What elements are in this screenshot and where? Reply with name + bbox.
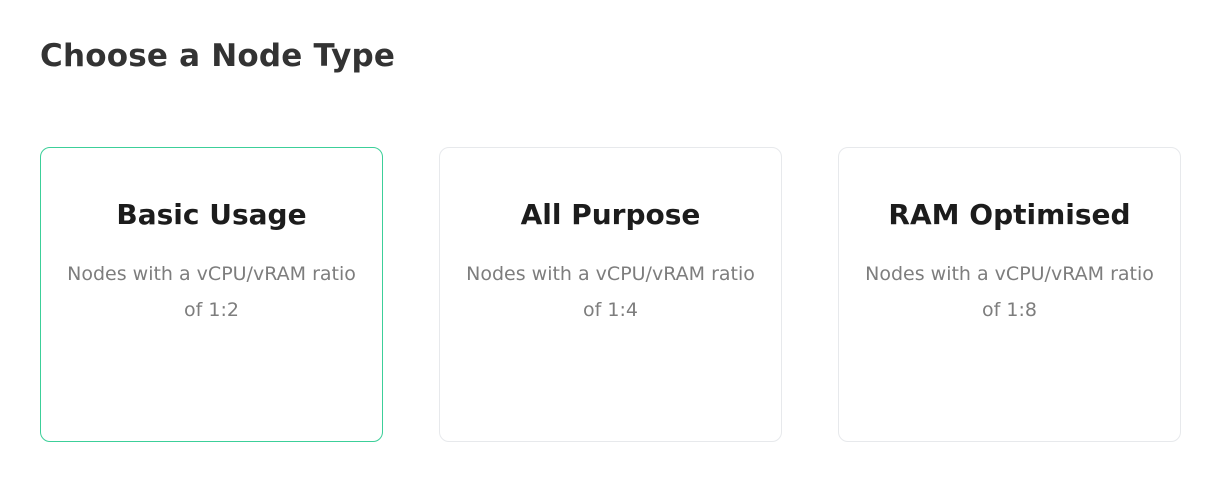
card-title: RAM Optimised — [888, 198, 1131, 231]
card-description: Nodes with a vCPU/vRAM ratio of 1:4 — [466, 263, 755, 321]
card-description: Nodes with a vCPU/vRAM ratio of 1:2 — [67, 263, 356, 321]
node-type-card-basic-usage[interactable]: Basic Usage Nodes with a vCPU/vRAM ratio… — [40, 147, 383, 442]
node-type-card-ram-optimised[interactable]: RAM Optimised Nodes with a vCPU/vRAM rat… — [838, 147, 1181, 442]
card-title: Basic Usage — [116, 198, 307, 231]
page-title: Choose a Node Type — [40, 38, 396, 74]
card-title: All Purpose — [520, 198, 701, 231]
node-type-card-all-purpose[interactable]: All Purpose Nodes with a vCPU/vRAM ratio… — [439, 147, 782, 442]
card-description: Nodes with a vCPU/vRAM ratio of 1:8 — [865, 263, 1154, 321]
